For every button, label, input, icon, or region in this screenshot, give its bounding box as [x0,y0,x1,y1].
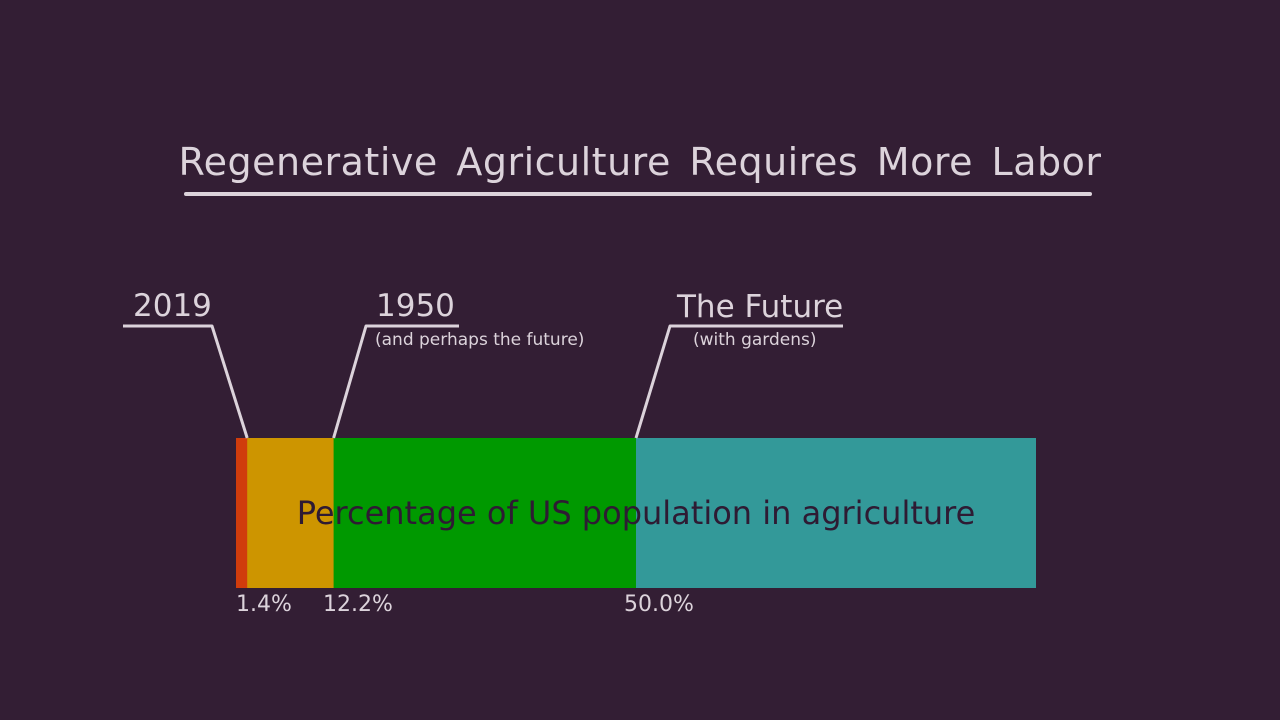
callout-sub-1950: (and perhaps the future) [375,330,585,350]
title-underline [184,192,1092,196]
callout-label-2019: 2019 [133,288,212,324]
leader-1950 [332,324,459,439]
pct-label-1950: 12.2% [323,592,393,617]
leader-future [634,324,843,439]
callout-label-future: The Future [677,289,844,325]
pct-label-2019: 1.4% [236,592,292,617]
callout-sub-future: (with gardens) [693,330,817,350]
bar-caption: Percentage of US population in agricultu… [296,494,976,532]
callout-label-1950: 1950 [376,288,455,324]
chart-title: Regenerative Agriculture Requires More L… [178,140,1102,184]
segment-1950 [236,438,334,588]
pct-label-future: 50.0% [624,592,694,617]
leader-2019 [123,324,249,439]
segment-2019 [236,438,248,588]
